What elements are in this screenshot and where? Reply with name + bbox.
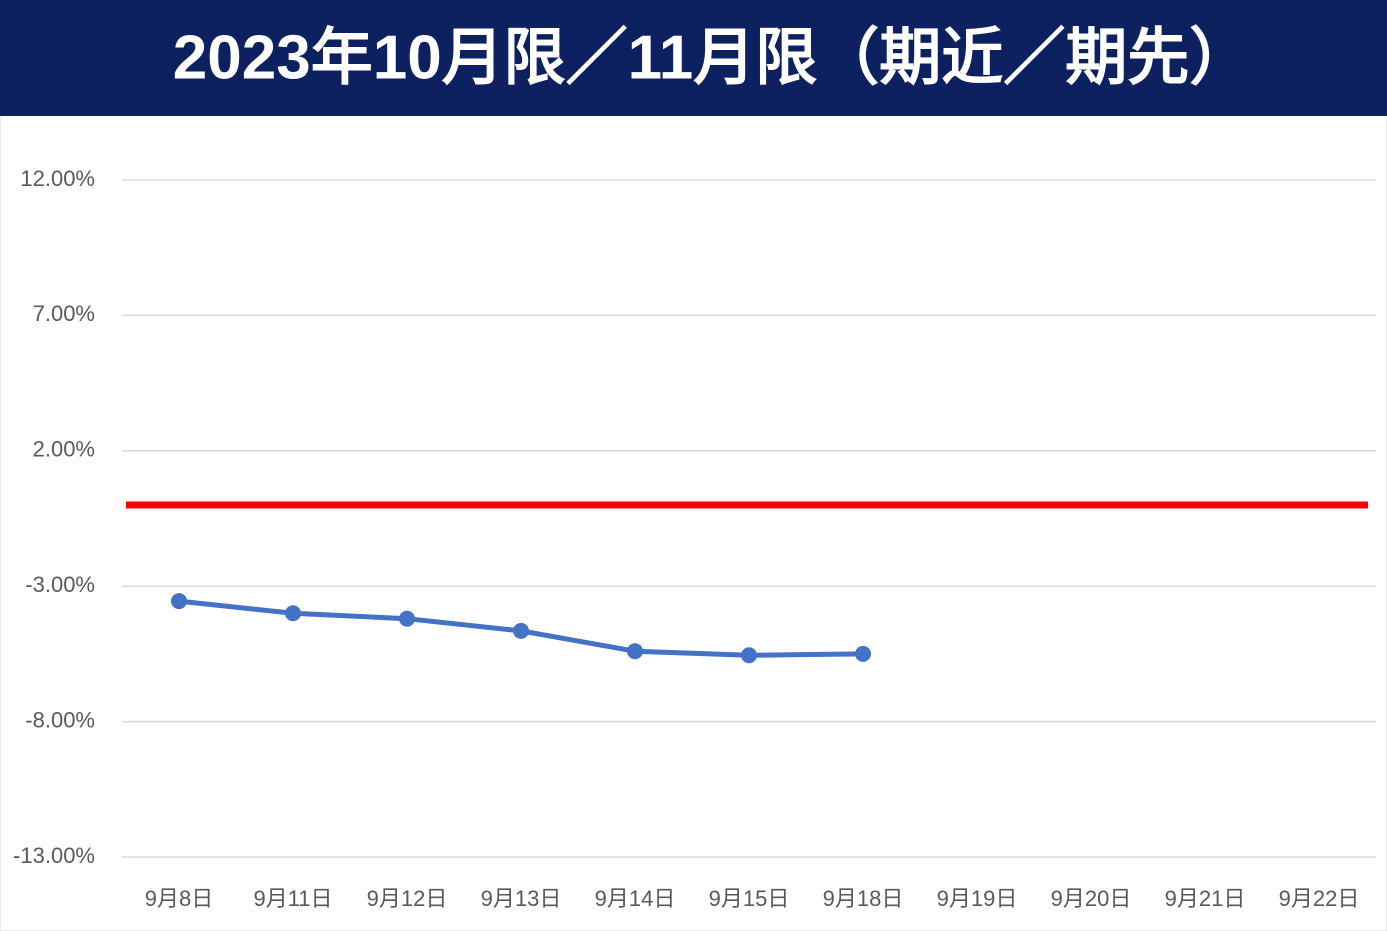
- data-point: [513, 622, 529, 639]
- y-tick-label: 2.00%: [33, 437, 95, 462]
- x-tick-label: 9月8日: [145, 886, 213, 911]
- data-point: [285, 605, 301, 622]
- x-tick-label: 9月12日: [367, 886, 448, 911]
- y-tick-label: -8.00%: [25, 707, 95, 732]
- x-tick-label: 9月19日: [937, 886, 1018, 911]
- title-bar: [0, 0, 1387, 116]
- chart-title: 2023年10月限／11月限（期近／期先）: [173, 22, 1251, 92]
- x-tick-label: 9月21日: [1165, 886, 1246, 911]
- y-tick-label: 12.00%: [20, 166, 95, 191]
- y-tick-label: -3.00%: [25, 572, 95, 597]
- y-tick-label: -13.00%: [13, 843, 95, 868]
- x-tick-label: 9月13日: [481, 886, 562, 911]
- x-tick-label: 9月22日: [1279, 886, 1360, 911]
- data-point: [399, 610, 415, 627]
- x-tick-label: 9月18日: [823, 886, 904, 911]
- data-point: [627, 643, 643, 660]
- data-point: [741, 647, 757, 664]
- x-tick-label: 9月20日: [1051, 886, 1132, 911]
- data-point: [855, 645, 871, 662]
- x-tick-label: 9月11日: [253, 886, 332, 911]
- data-point: [171, 593, 187, 610]
- y-tick-label: 7.00%: [33, 301, 95, 326]
- x-tick-label: 9月15日: [709, 886, 790, 911]
- x-tick-label: 9月14日: [595, 886, 676, 911]
